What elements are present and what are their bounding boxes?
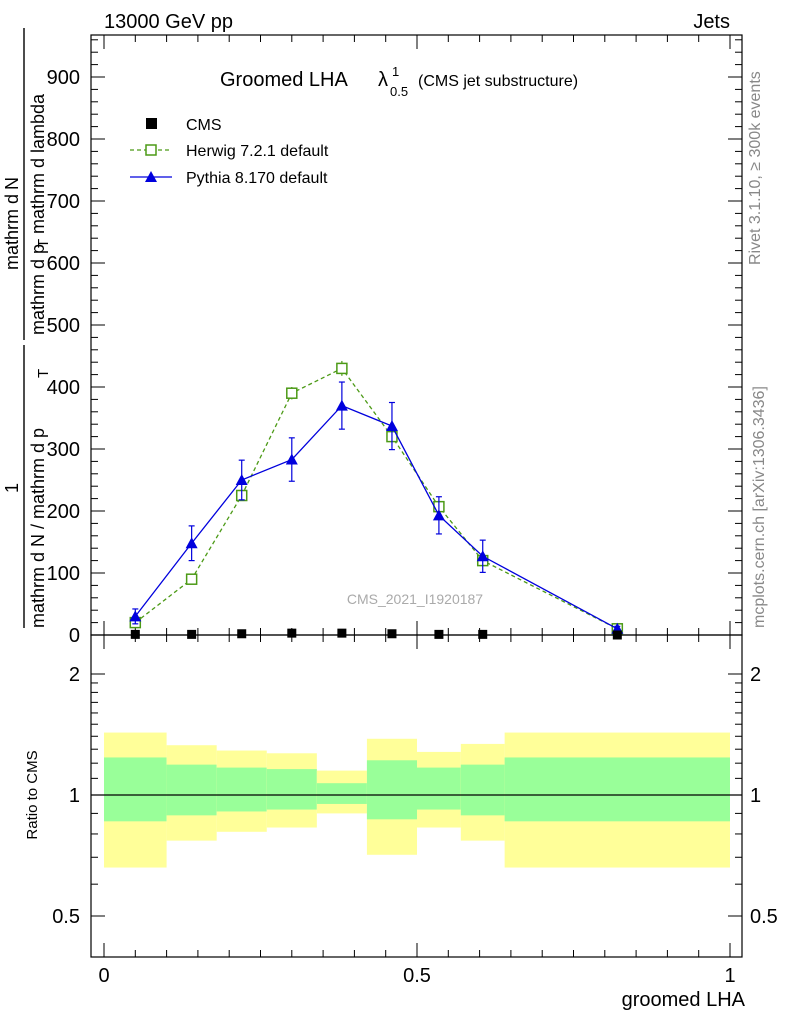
pythia-point <box>385 420 398 432</box>
legend-marker-herwig <box>145 144 157 156</box>
title-sup: 1 <box>392 64 399 79</box>
title-main: Groomed LHA <box>220 69 348 91</box>
ratio-xtick-label: 0.5 <box>403 965 431 987</box>
ylabel-denominator: mathrm d N / mathrm d p <box>28 428 48 628</box>
rivet-label: Rivet 3.1.10, ≥ 300k events <box>747 71 764 265</box>
ylabel-num2: mathrm d <box>2 194 22 270</box>
legend-marker-pythia <box>145 171 157 182</box>
ratio-ytick-label-right: 2 <box>750 664 761 686</box>
pythia-point <box>235 474 248 485</box>
ratio-band-inner <box>504 757 730 822</box>
main-ytick-label: 700 <box>47 191 80 213</box>
legend-marker-cms <box>146 118 157 129</box>
ratio-xtick-label: 1 <box>724 965 735 987</box>
pythia-point <box>476 550 489 562</box>
cms-point <box>434 629 444 639</box>
ratio-band-inner <box>266 769 317 810</box>
series-pythia <box>129 381 624 634</box>
legend-label-pythia: Pythia 8.170 default <box>186 170 328 187</box>
herwig-point <box>185 573 198 585</box>
cms-point <box>287 628 297 638</box>
main-ytick-label: 500 <box>47 315 80 337</box>
cms-point <box>130 629 140 639</box>
ratio-ytick-label-left: 0.5 <box>52 906 80 928</box>
main-ytick-label: 0 <box>69 625 80 647</box>
header-right: Jets <box>693 11 730 33</box>
ratio-band-inner <box>104 757 167 822</box>
ratio-band-inner <box>216 767 267 812</box>
legend-label-herwig: Herwig 7.2.1 default <box>186 143 329 160</box>
cms-point <box>337 628 347 638</box>
cms-point <box>187 629 197 639</box>
title-lambda: λ <box>378 69 388 91</box>
cms-point <box>478 629 488 639</box>
main-ytick-label: 800 <box>47 129 80 151</box>
main-ytick-label: 900 <box>47 67 80 89</box>
cms-point <box>612 630 622 640</box>
main-ytick-label: 400 <box>47 377 80 399</box>
herwig-point <box>286 387 298 399</box>
title-sub: 0.5 <box>390 84 408 99</box>
pythia-point <box>285 453 298 465</box>
ratio-ylabel: Ratio to CMS <box>24 750 41 839</box>
ratio-xtick-label: 0 <box>98 965 109 987</box>
ylabel-sub-t-2: T <box>35 239 52 248</box>
ylabel-sub-t-1: T <box>35 369 52 378</box>
ylabel-num2b: N <box>2 177 22 190</box>
ylabel-numerator: 1 <box>2 483 22 493</box>
ratio-ytick-label-right: 1 <box>750 785 761 807</box>
series-cms <box>130 628 622 640</box>
main-ytick-label: 200 <box>47 501 80 523</box>
pythia-point <box>185 537 198 549</box>
main-ytick-label: 600 <box>47 253 80 275</box>
pythia-point <box>129 610 142 622</box>
x-axis-label: groomed LHA <box>622 989 746 1011</box>
pythia-point <box>335 399 348 411</box>
cms-point <box>237 629 247 639</box>
watermark: CMS_2021_I1920187 <box>347 591 483 607</box>
ratio-band-inner <box>166 764 217 816</box>
ratio-ytick-label-left: 2 <box>69 664 80 686</box>
main-ytick-label: 300 <box>47 439 80 461</box>
ratio-bands <box>104 732 730 868</box>
pythia-point <box>432 509 445 521</box>
title-extra: (CMS jet substructure) <box>418 73 578 90</box>
ratio-band-inner <box>417 767 461 810</box>
ratio-band-inner <box>366 760 417 820</box>
mcplots-label: mcplots.cern.ch [arXiv:1306.3436] <box>751 386 768 628</box>
ylabel-den2: mathrm d p <box>28 244 48 335</box>
legend: CMS Herwig 7.2.1 default Pythia 8.170 de… <box>130 117 329 187</box>
cms-point <box>387 629 397 639</box>
ylabel-den2b: mathrm d lambda <box>28 93 48 234</box>
herwig-point <box>336 362 348 375</box>
ratio-band-inner <box>316 783 367 804</box>
ratio-ytick-label-right: 0.5 <box>750 906 778 928</box>
main-ylabel: 1 mathrm d N / mathrm d p T mathrm d N m… <box>2 28 52 628</box>
plot-title: Groomed LHA λ 1 0.5 (CMS jet substructur… <box>220 64 578 99</box>
ratio-band-inner <box>460 764 505 816</box>
ratio-ytick-label-left: 1 <box>69 785 80 807</box>
main-ytick-label: 100 <box>47 563 80 585</box>
ratio-axis-ticks: 0.5 0.5 1 1 2 2 0 0.5 1 <box>52 635 778 987</box>
legend-label-cms: CMS <box>186 117 222 134</box>
header-left: 13000 GeV pp <box>104 11 233 33</box>
main-axis-ticks: 0 100 200 300 400 500 600 700 800 900 <box>47 35 742 647</box>
